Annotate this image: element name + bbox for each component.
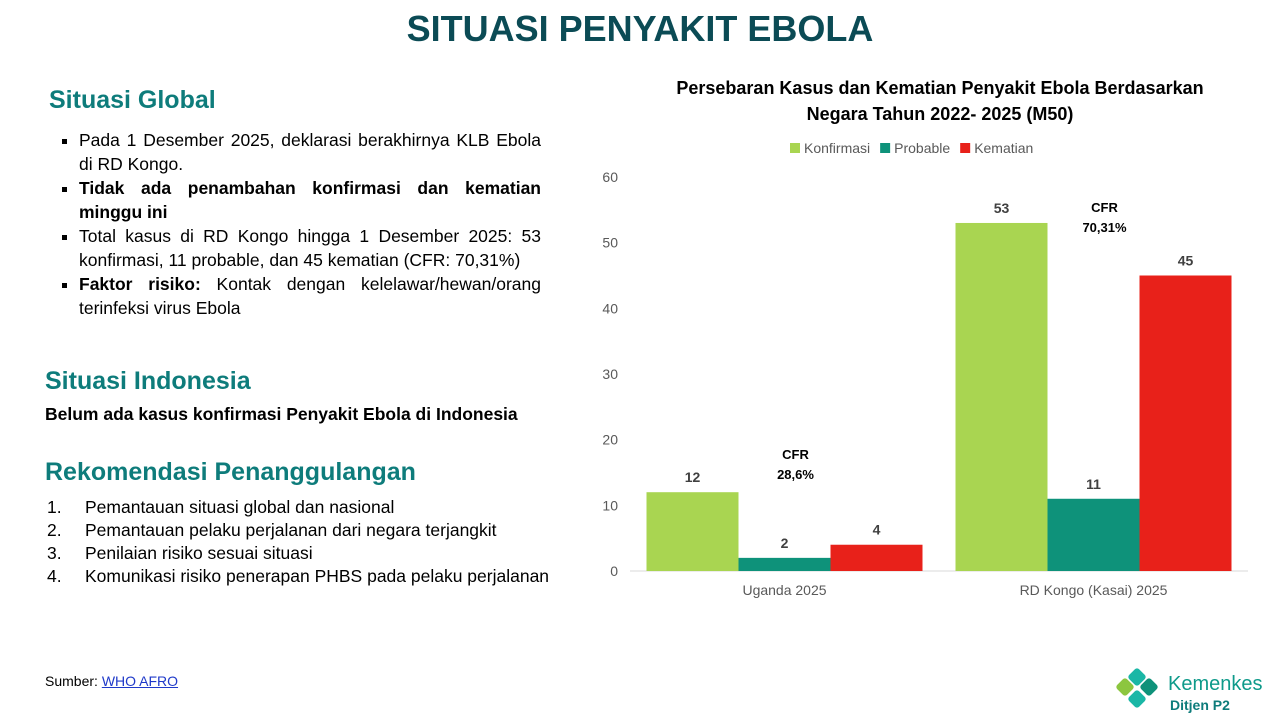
y-tick-label: 20 <box>602 432 618 448</box>
list-item: 4. Komunikasi risiko penerapan PHBS pada … <box>47 565 566 588</box>
item-text: Pemantauan situasi global dan nasional <box>85 497 395 517</box>
annotation: 70,31% <box>1082 220 1127 235</box>
bullet: Total kasus di RD Kongo hingga 1 Desembe… <box>79 224 541 272</box>
heading: Situasi Global <box>49 86 216 114</box>
recommendation-list: 1. Pemantauan situasi global dan nasional… <box>47 496 566 588</box>
value-label: 53 <box>994 200 1010 216</box>
value-label: 45 <box>1178 253 1194 269</box>
bullet-text: Faktor risiko: <box>79 274 201 294</box>
y-tick-label: 60 <box>602 169 618 185</box>
list-item: 3. Penilaian risiko sesuai situasi <box>47 542 566 565</box>
list-item: 2. Pemantauan pelaku perjalanan dari nega… <box>47 519 566 542</box>
bullet-text: Kontak dengan kelelawar/hewan/orang teri… <box>79 274 541 318</box>
item-number: 4. <box>47 566 62 586</box>
x-tick-label: Uganda 2025 <box>742 582 826 598</box>
y-tick-label: 10 <box>602 497 618 513</box>
bar <box>738 557 831 571</box>
logo-unit: Ditjen P2 <box>1170 697 1230 713</box>
legend-label: Konfirmasi <box>804 140 870 156</box>
logo: Kemenkes Ditjen P2 <box>1116 668 1263 713</box>
bar <box>1047 498 1140 571</box>
indonesia-text: Belum ada kasus konfirmasi Penyakit Ebol… <box>45 404 518 424</box>
bar <box>955 222 1048 571</box>
global-list: Pada 1 Desember 2025, deklarasi berakhir… <box>51 128 541 320</box>
item-text: Penilaian risiko sesuai situasi <box>85 543 313 563</box>
y-tick-label: 40 <box>602 300 618 316</box>
slide-title: SITUASI PENYAKIT EBOLA <box>406 8 874 49</box>
bullet-list: Pada 1 Desember 2025, deklarasi berakhir… <box>51 128 541 320</box>
logo-shape <box>1116 678 1134 696</box>
bar <box>1139 275 1232 571</box>
y-tick-label: 30 <box>602 366 618 382</box>
legend-label: Kematian <box>974 140 1033 156</box>
legend-swatch <box>880 143 891 153</box>
item-number: 3. <box>47 543 62 563</box>
bullet-text: Total kasus di RD Kongo hingga 1 Desembe… <box>79 226 541 270</box>
bar <box>830 544 923 571</box>
y-tick-label: 0 <box>610 563 618 579</box>
item-number: 1. <box>47 497 62 517</box>
annotation: CFR <box>782 447 809 462</box>
logo-shape <box>1128 668 1146 686</box>
source-label: Sumber: <box>45 673 98 689</box>
source-link[interactable]: WHO AFRO <box>101 673 179 689</box>
heading: Rekomendasi Penanggulangan <box>45 458 416 486</box>
bullet-text: Tidak ada penambahan konfirmasi dan kema… <box>79 178 541 222</box>
legend-swatch <box>790 143 800 153</box>
value-label: 11 <box>1086 476 1101 492</box>
value-label: 2 <box>781 535 789 551</box>
bullet: Faktor risiko: Kontak dengan kelelawar/h… <box>79 272 541 320</box>
y-tick-label: 50 <box>602 235 618 251</box>
legend-label: Probable <box>894 140 950 156</box>
item-text: Komunikasi risiko penerapan PHBS pada pe… <box>85 566 550 586</box>
annotation: 28,6% <box>777 467 814 482</box>
bullet: Tidak ada penambahan konfirmasi dan kema… <box>79 176 541 224</box>
logo-shape <box>1140 678 1158 696</box>
value-label: 12 <box>685 469 701 485</box>
bullet-text: Pada 1 Desember 2025, deklarasi berakhir… <box>79 130 541 174</box>
source: Sumber: WHO AFRO <box>45 673 178 689</box>
bar <box>646 492 739 571</box>
logo-shape <box>1128 690 1146 708</box>
x-tick-label: RD Kongo (Kasai) 2025 <box>1020 582 1168 598</box>
legend-swatch <box>960 143 971 153</box>
chart-title: Persebaran Kasus dan Kematian Penyakit E… <box>676 78 1203 124</box>
item-number: 2. <box>47 520 62 540</box>
annotation: CFR <box>1091 200 1118 215</box>
item-text: Pemantauan pelaku perjalanan dari negara… <box>85 520 497 540</box>
bullet: Pada 1 Desember 2025, deklarasi berakhir… <box>79 128 541 176</box>
list-item: 1. Pemantauan situasi global dan nasional <box>47 496 566 519</box>
heading: Situasi Indonesia <box>45 367 251 395</box>
logo-name: Kemenkes <box>1168 673 1263 695</box>
value-label: 4 <box>873 522 881 538</box>
